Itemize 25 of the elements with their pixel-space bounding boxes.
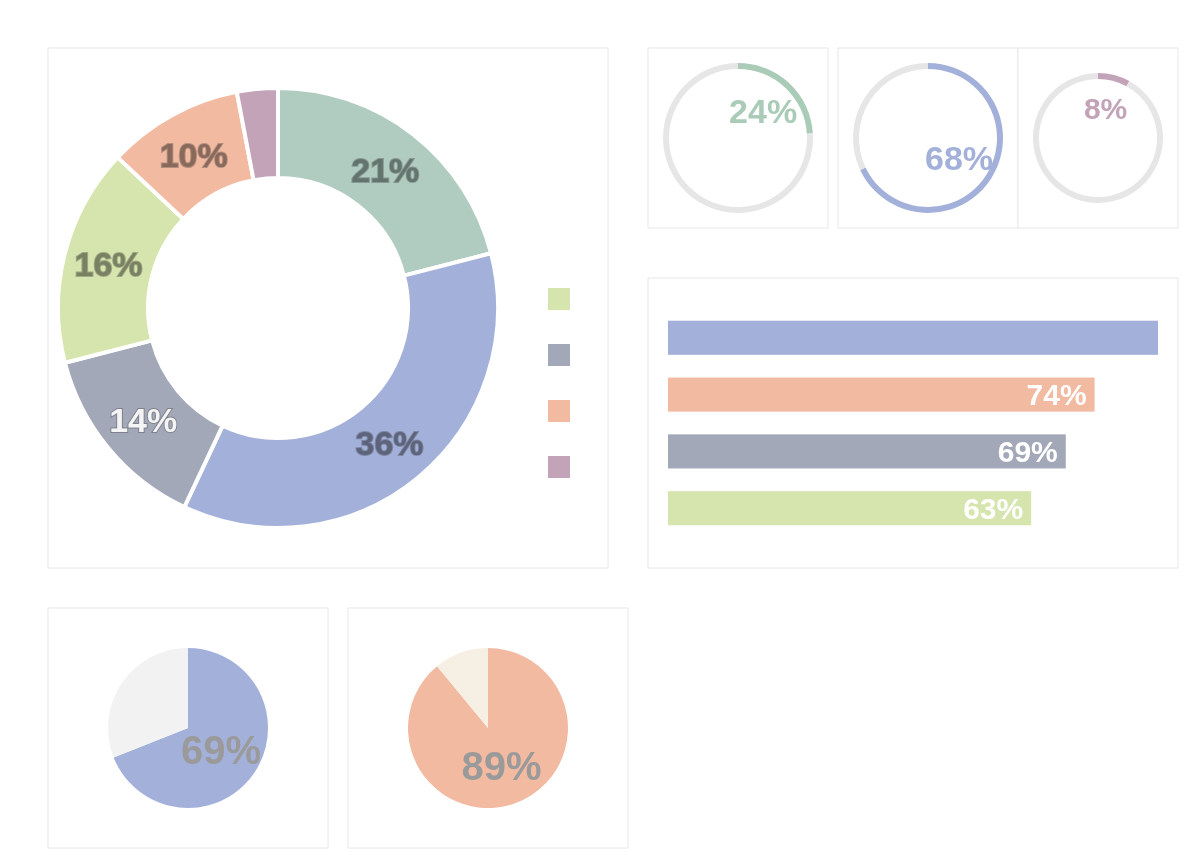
data-label: 74%	[1026, 378, 1087, 412]
data-label: 36%	[355, 423, 424, 462]
data-label: 69%	[997, 434, 1058, 468]
data-label: 24%	[729, 92, 798, 131]
pie-slice	[437, 648, 488, 728]
donut-slice	[663, 63, 813, 213]
data-label: 63%	[963, 491, 1024, 525]
bar	[668, 377, 1095, 412]
bar	[668, 491, 1032, 526]
bar	[668, 320, 1158, 355]
data-label: 89%	[461, 743, 542, 788]
data-label: 8%	[1083, 91, 1128, 125]
pie-slice	[113, 648, 268, 808]
bar	[668, 434, 1066, 469]
data-label: 16%	[74, 245, 143, 284]
data-label: 68%	[924, 138, 994, 177]
data-label: 69%	[181, 728, 262, 773]
data-label: 10%	[159, 135, 228, 174]
donut-slice	[1098, 73, 1130, 87]
data-label: 21%	[351, 150, 420, 189]
donut-slice	[1033, 73, 1163, 203]
donut-slice	[860, 63, 1003, 213]
donut-slice	[853, 63, 928, 170]
data-label: 14%	[109, 400, 178, 439]
pie-slice	[408, 648, 568, 808]
